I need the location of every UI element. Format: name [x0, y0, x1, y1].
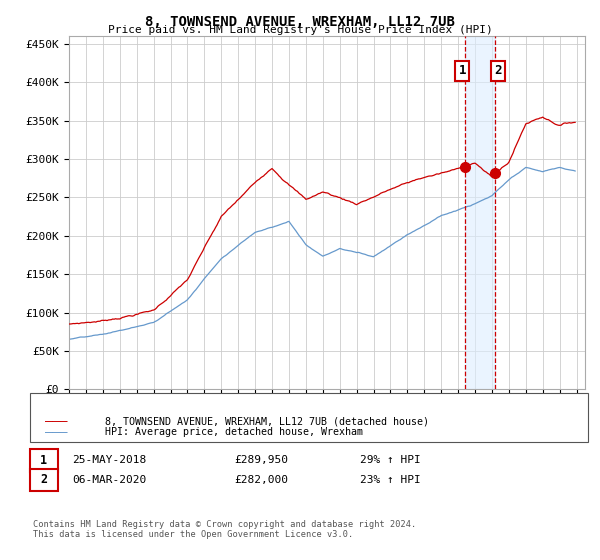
Text: 06-MAR-2020: 06-MAR-2020: [72, 475, 146, 485]
Text: 1: 1: [458, 64, 466, 77]
Text: Contains HM Land Registry data © Crown copyright and database right 2024.
This d: Contains HM Land Registry data © Crown c…: [33, 520, 416, 539]
Text: ———: ———: [45, 426, 67, 439]
Text: 29% ↑ HPI: 29% ↑ HPI: [360, 455, 421, 465]
Text: 23% ↑ HPI: 23% ↑ HPI: [360, 475, 421, 485]
Text: £289,950: £289,950: [234, 455, 288, 465]
Text: 25-MAY-2018: 25-MAY-2018: [72, 455, 146, 465]
Text: 1: 1: [40, 454, 47, 467]
Text: ———: ———: [45, 414, 67, 428]
Bar: [465, 36, 495, 389]
Text: 2: 2: [494, 64, 502, 77]
Text: £282,000: £282,000: [234, 475, 288, 485]
Text: 8, TOWNSEND AVENUE, WREXHAM, LL12 7UB: 8, TOWNSEND AVENUE, WREXHAM, LL12 7UB: [145, 15, 455, 29]
Text: 8, TOWNSEND AVENUE, WREXHAM, LL12 7UB (detached house): 8, TOWNSEND AVENUE, WREXHAM, LL12 7UB (d…: [105, 416, 429, 426]
Text: HPI: Average price, detached house, Wrexham: HPI: Average price, detached house, Wrex…: [105, 427, 363, 437]
Text: Price paid vs. HM Land Registry's House Price Index (HPI): Price paid vs. HM Land Registry's House …: [107, 25, 493, 35]
Text: 2: 2: [40, 473, 47, 487]
